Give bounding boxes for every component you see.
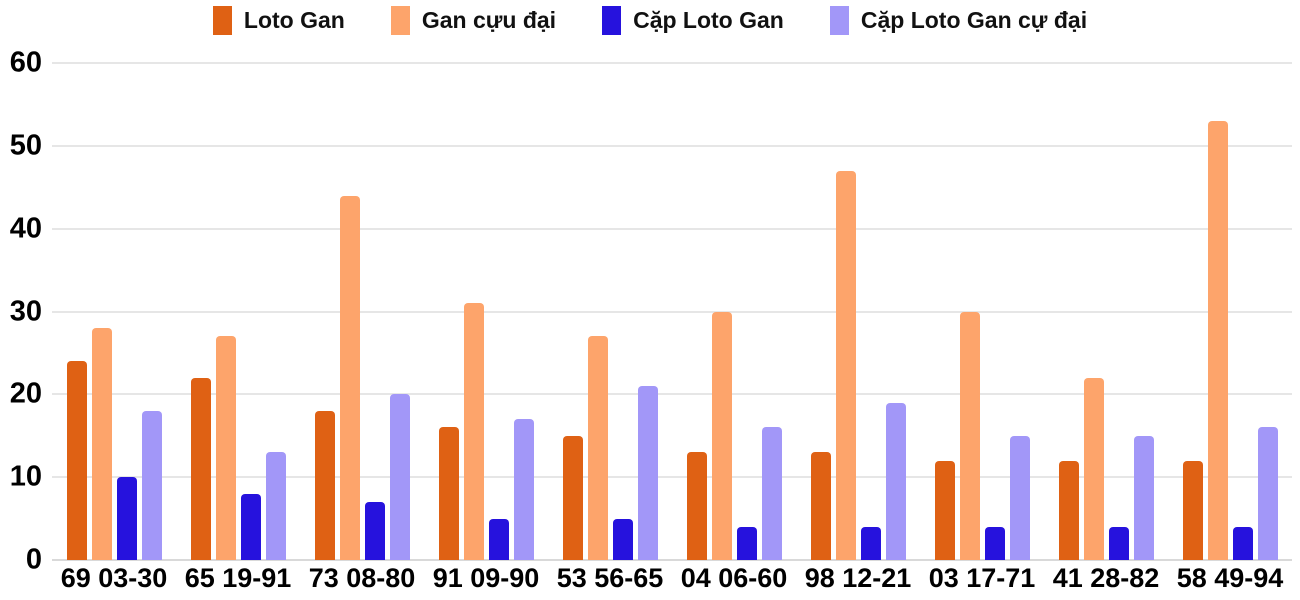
y-axis: 0 10 20 30 40 50 60 bbox=[0, 48, 42, 574]
gridline bbox=[52, 476, 1292, 479]
bar-cap-loto-gan[interactable] bbox=[984, 526, 1005, 560]
bar-group bbox=[424, 63, 548, 560]
y-axis-tick-label: 60 bbox=[9, 46, 42, 79]
bar-cap-loto-gan[interactable] bbox=[488, 518, 509, 560]
bar-gan-cuu-dai[interactable] bbox=[339, 195, 360, 560]
chart-legend: Loto Gan Gan cựu đại Cặp Loto Gan Cặp Loto … bbox=[0, 6, 1300, 35]
bar-gan-cuu-dai[interactable] bbox=[1207, 120, 1228, 560]
gridline bbox=[52, 310, 1292, 313]
legend-swatch-icon bbox=[829, 6, 849, 35]
bar-cap-loto-gan-cu-dai[interactable] bbox=[1009, 435, 1030, 560]
legend-item-loto-gan[interactable]: Loto Gan bbox=[212, 6, 345, 35]
legend-swatch-icon bbox=[602, 6, 622, 35]
gridline bbox=[52, 393, 1292, 396]
bar-gan-cuu-dai[interactable] bbox=[1083, 377, 1104, 560]
bar-group bbox=[672, 63, 796, 560]
bar-loto-gan[interactable] bbox=[438, 427, 459, 560]
bar-cap-loto-gan[interactable] bbox=[364, 502, 385, 560]
bar-gan-cuu-dai[interactable] bbox=[463, 303, 484, 560]
bar-group bbox=[1044, 63, 1168, 560]
legend-label: Loto Gan bbox=[243, 7, 345, 33]
bar-cap-loto-gan[interactable] bbox=[1232, 526, 1253, 560]
legend-swatch-icon bbox=[390, 6, 410, 35]
bar-group bbox=[920, 63, 1044, 560]
bar-loto-gan[interactable] bbox=[562, 435, 583, 560]
bar-cap-loto-gan[interactable] bbox=[612, 518, 633, 560]
y-axis-tick-label: 30 bbox=[9, 295, 42, 327]
x-axis-label: 03 17-71 bbox=[928, 563, 1036, 593]
bar-cap-loto-gan-cu-dai[interactable] bbox=[513, 419, 534, 560]
bar-group bbox=[300, 63, 424, 560]
x-axis-baseline bbox=[52, 559, 1292, 561]
y-axis-tick-label: 40 bbox=[9, 212, 42, 245]
legend-item-gan-cuu-dai[interactable]: Gan cựu đại bbox=[390, 6, 557, 35]
bar-cap-loto-gan[interactable] bbox=[116, 477, 137, 560]
bar-loto-gan[interactable] bbox=[810, 452, 831, 560]
legend-swatch-icon bbox=[212, 6, 232, 35]
bar-cap-loto-gan[interactable] bbox=[240, 493, 261, 560]
x-axis-label: 04 06-60 bbox=[680, 563, 788, 593]
legend-label: Cặp Loto Gan bbox=[633, 7, 784, 33]
x-axis-label: 98 12-21 bbox=[804, 563, 912, 593]
bar-loto-gan[interactable] bbox=[686, 452, 707, 560]
y-axis-tick-label: 20 bbox=[9, 377, 42, 410]
x-axis-label: 91 09-90 bbox=[432, 563, 540, 593]
bar-cap-loto-gan-cu-dai[interactable] bbox=[1133, 435, 1154, 560]
y-axis-tick-label: 50 bbox=[9, 129, 42, 162]
x-axis-label: 69 03-30 bbox=[60, 563, 168, 593]
y-axis-tick-label: 10 bbox=[9, 460, 42, 493]
y-axis-tick-label: 0 bbox=[25, 543, 42, 576]
legend-label: Cặp Loto Gan cự đại bbox=[860, 7, 1088, 33]
bar-cap-loto-gan-cu-dai[interactable] bbox=[637, 386, 658, 560]
bar-gan-cuu-dai[interactable] bbox=[835, 170, 856, 560]
bar-cap-loto-gan-cu-dai[interactable] bbox=[265, 452, 286, 560]
bar-cap-loto-gan[interactable] bbox=[860, 526, 881, 560]
bar-cap-loto-gan-cu-dai[interactable] bbox=[389, 394, 410, 560]
x-axis-label: 41 28-82 bbox=[1052, 563, 1160, 593]
bar-loto-gan[interactable] bbox=[1058, 460, 1079, 560]
x-axis-label: 73 08-80 bbox=[308, 563, 416, 593]
legend-item-cap-loto-gan-cu-dai[interactable]: Cặp Loto Gan cự đại bbox=[829, 6, 1088, 35]
bar-gan-cuu-dai[interactable] bbox=[215, 336, 236, 560]
bar-cap-loto-gan-cu-dai[interactable] bbox=[761, 427, 782, 560]
bar-group bbox=[796, 63, 920, 560]
x-axis-label: 53 56-65 bbox=[556, 563, 664, 593]
legend-item-cap-loto-gan[interactable]: Cặp Loto Gan bbox=[602, 6, 784, 35]
bar-gan-cuu-dai[interactable] bbox=[91, 328, 112, 560]
bar-group bbox=[52, 63, 176, 560]
gridline bbox=[52, 227, 1292, 230]
bar-group bbox=[176, 63, 300, 560]
x-axis: 69 03-30 65 19-91 73 08-80 91 09-90 53 56-65… bbox=[52, 565, 1292, 592]
gridline bbox=[52, 62, 1292, 64]
bar-gan-cuu-dai[interactable] bbox=[711, 311, 732, 560]
x-axis-label: 58 49-94 bbox=[1176, 563, 1284, 593]
legend-label: Gan cựu đại bbox=[421, 7, 557, 33]
bar-cap-loto-gan-cu-dai[interactable] bbox=[885, 402, 906, 560]
plot-area bbox=[52, 62, 1292, 561]
bar-gan-cuu-dai[interactable] bbox=[959, 311, 980, 560]
bar-group bbox=[1168, 63, 1292, 560]
bar-loto-gan[interactable] bbox=[190, 377, 211, 560]
bar-cap-loto-gan-cu-dai[interactable] bbox=[1257, 427, 1278, 560]
bars-row bbox=[52, 63, 1292, 560]
x-axis-label: 65 19-91 bbox=[184, 563, 292, 593]
gridline bbox=[52, 144, 1292, 147]
bar-loto-gan[interactable] bbox=[934, 460, 955, 560]
bar-gan-cuu-dai[interactable] bbox=[587, 336, 608, 560]
bar-cap-loto-gan[interactable] bbox=[736, 526, 757, 560]
bar-group bbox=[548, 63, 672, 560]
bar-loto-gan[interactable] bbox=[1182, 460, 1203, 560]
bar-loto-gan[interactable] bbox=[66, 361, 87, 560]
bar-cap-loto-gan[interactable] bbox=[1108, 526, 1129, 560]
bar-loto-gan[interactable] bbox=[314, 410, 335, 560]
bar-cap-loto-gan-cu-dai[interactable] bbox=[141, 410, 162, 560]
